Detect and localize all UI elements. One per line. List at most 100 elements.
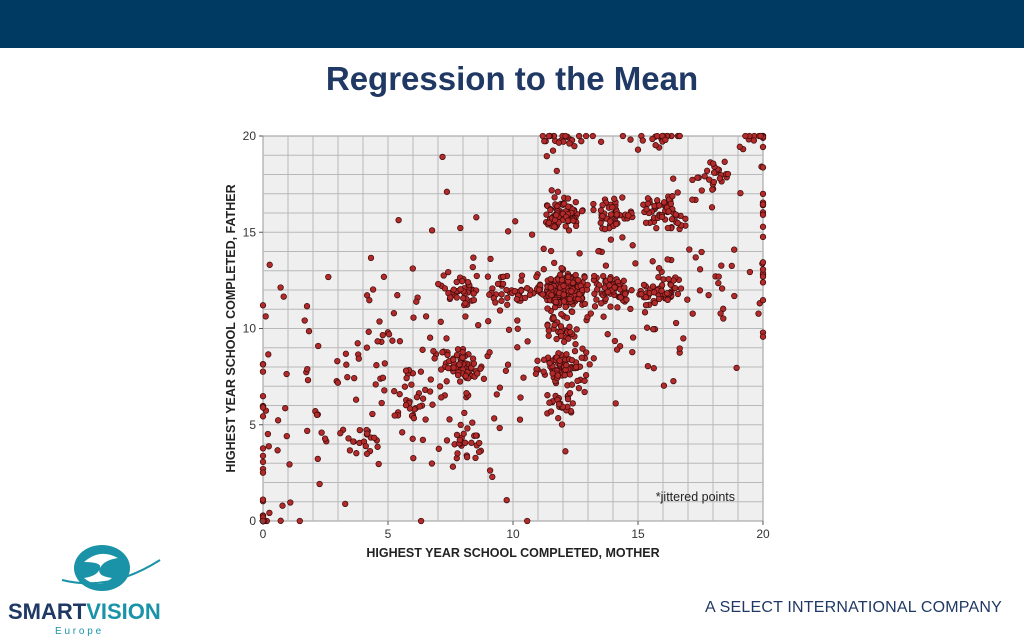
scatter-point — [634, 146, 642, 153]
x-tick-label: 15 — [631, 527, 645, 541]
scatter-point — [548, 187, 555, 194]
scatter-point — [571, 347, 579, 355]
scatter-point — [545, 132, 553, 140]
scatter-point — [410, 454, 417, 462]
scatter-point — [575, 385, 583, 392]
scatter-point — [502, 367, 510, 374]
scatter-point — [671, 284, 679, 292]
scatter-point — [558, 421, 566, 428]
scatter-point — [578, 354, 585, 361]
scatter-point — [597, 207, 605, 214]
scatter-point — [641, 309, 649, 316]
scatter-point — [274, 417, 282, 424]
scatter-point — [540, 368, 547, 375]
scatter-point — [374, 338, 381, 345]
scatter-point — [356, 426, 363, 434]
scatter-point — [655, 265, 663, 272]
scatter-point — [429, 401, 436, 408]
scatter-point — [755, 310, 762, 317]
scatter-point — [314, 455, 321, 463]
scatter-point — [265, 443, 272, 450]
scatter-point — [445, 364, 452, 372]
scatter-point — [539, 132, 546, 140]
scatter-point — [558, 276, 566, 284]
scatter-point — [462, 372, 469, 380]
scatter-point — [304, 376, 312, 384]
scatter-point — [551, 321, 558, 329]
scatter-point — [453, 294, 460, 301]
scatter-point — [619, 132, 627, 140]
scatter-point — [447, 294, 454, 301]
scatter-point — [663, 290, 671, 297]
scatter-point — [493, 391, 500, 398]
scatter-point — [698, 248, 705, 256]
scatter-point — [274, 447, 281, 454]
scatter-point — [428, 460, 436, 467]
scatter-point — [562, 223, 569, 230]
scatter-point — [459, 354, 466, 361]
scatter-point — [431, 355, 438, 362]
scatter-point — [321, 435, 329, 442]
scatter-point — [513, 296, 521, 303]
scatter-point — [443, 335, 450, 342]
scatter-point — [737, 189, 744, 197]
scatter-point — [680, 335, 687, 342]
scatter-point — [710, 169, 718, 176]
x-tick-label: 20 — [756, 527, 770, 541]
scatter-point — [651, 289, 658, 296]
scatter-point — [259, 361, 267, 368]
scatter-point — [572, 340, 579, 348]
scatter-point — [318, 429, 325, 436]
scatter-point — [277, 517, 284, 524]
scatter-point — [560, 291, 567, 298]
scatter-point — [391, 412, 398, 419]
scatter-point — [759, 233, 767, 241]
scatter-point — [571, 142, 578, 150]
scatter-point — [514, 317, 521, 324]
scatter-point — [590, 355, 597, 362]
scatter-point — [286, 461, 293, 468]
scatter-point — [562, 448, 569, 455]
scatter-point — [551, 223, 558, 230]
scatter-point — [514, 344, 521, 351]
scatter-point — [672, 319, 680, 327]
scatter-point — [443, 188, 451, 195]
scatter-point — [757, 132, 764, 140]
scatter-point — [315, 342, 322, 350]
scatter-point — [456, 378, 464, 385]
scatter-point — [696, 266, 704, 273]
scatter-point — [378, 399, 385, 407]
scatter-point — [469, 419, 476, 426]
scatter-point — [623, 296, 630, 303]
scatter-point — [643, 324, 651, 331]
x-tick-label: 5 — [385, 527, 392, 541]
scatter-point — [486, 349, 493, 356]
scatter-point — [609, 204, 616, 211]
scatter-point — [444, 351, 451, 359]
scatter-point — [375, 460, 382, 468]
scatter-point — [759, 273, 767, 280]
scatter-point — [259, 393, 267, 400]
scatter-point — [265, 351, 272, 358]
scatter-point — [517, 394, 524, 401]
scatter-point — [363, 292, 371, 299]
scatter-point — [385, 331, 393, 338]
scatter-point — [573, 326, 580, 333]
scatter-point — [563, 362, 570, 369]
scatter-point — [435, 445, 442, 452]
scatter-point — [453, 431, 461, 439]
scatter-point — [570, 217, 577, 224]
company-tagline: A SELECT INTERNATIONAL COMPANY — [704, 599, 1002, 616]
scatter-point — [453, 351, 461, 359]
scatter-point — [607, 218, 614, 225]
y-tick-label: 10 — [243, 322, 257, 336]
scatter-point — [682, 215, 689, 222]
scatter-point — [475, 321, 482, 329]
scatter-point — [568, 356, 576, 364]
scatter-point — [454, 450, 461, 457]
scatter-point — [560, 298, 568, 305]
scatter-point — [532, 370, 540, 377]
scatter-point — [439, 153, 446, 161]
scatter-point — [489, 473, 496, 481]
scatter-point — [365, 328, 372, 335]
